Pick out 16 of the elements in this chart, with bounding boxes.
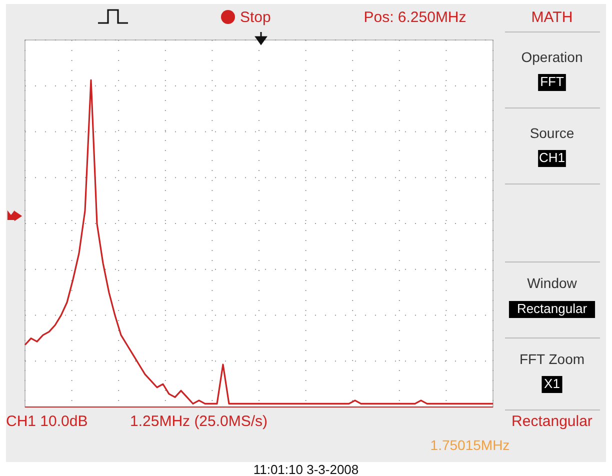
text: CH1 xyxy=(538,150,566,165)
text: X1 xyxy=(544,376,560,391)
text: Pos: 6.250MHz xyxy=(364,9,466,26)
text: 1.75015MHz xyxy=(430,437,510,453)
text: 1.25MHz (25.0MS/s) xyxy=(130,413,268,430)
text: 11:01:10 3-3-2008 xyxy=(253,462,359,476)
text: Window xyxy=(527,275,578,291)
text: FFT xyxy=(540,74,564,89)
text: CH1 10.0dB xyxy=(6,413,88,430)
text: Operation xyxy=(521,49,583,65)
text: MATH xyxy=(531,9,573,26)
text: Rectangular xyxy=(516,301,588,316)
text: Stop xyxy=(240,9,271,26)
text: FFT Zoom xyxy=(519,351,585,367)
text: Source xyxy=(530,125,574,141)
text: Rectangular xyxy=(512,413,592,430)
